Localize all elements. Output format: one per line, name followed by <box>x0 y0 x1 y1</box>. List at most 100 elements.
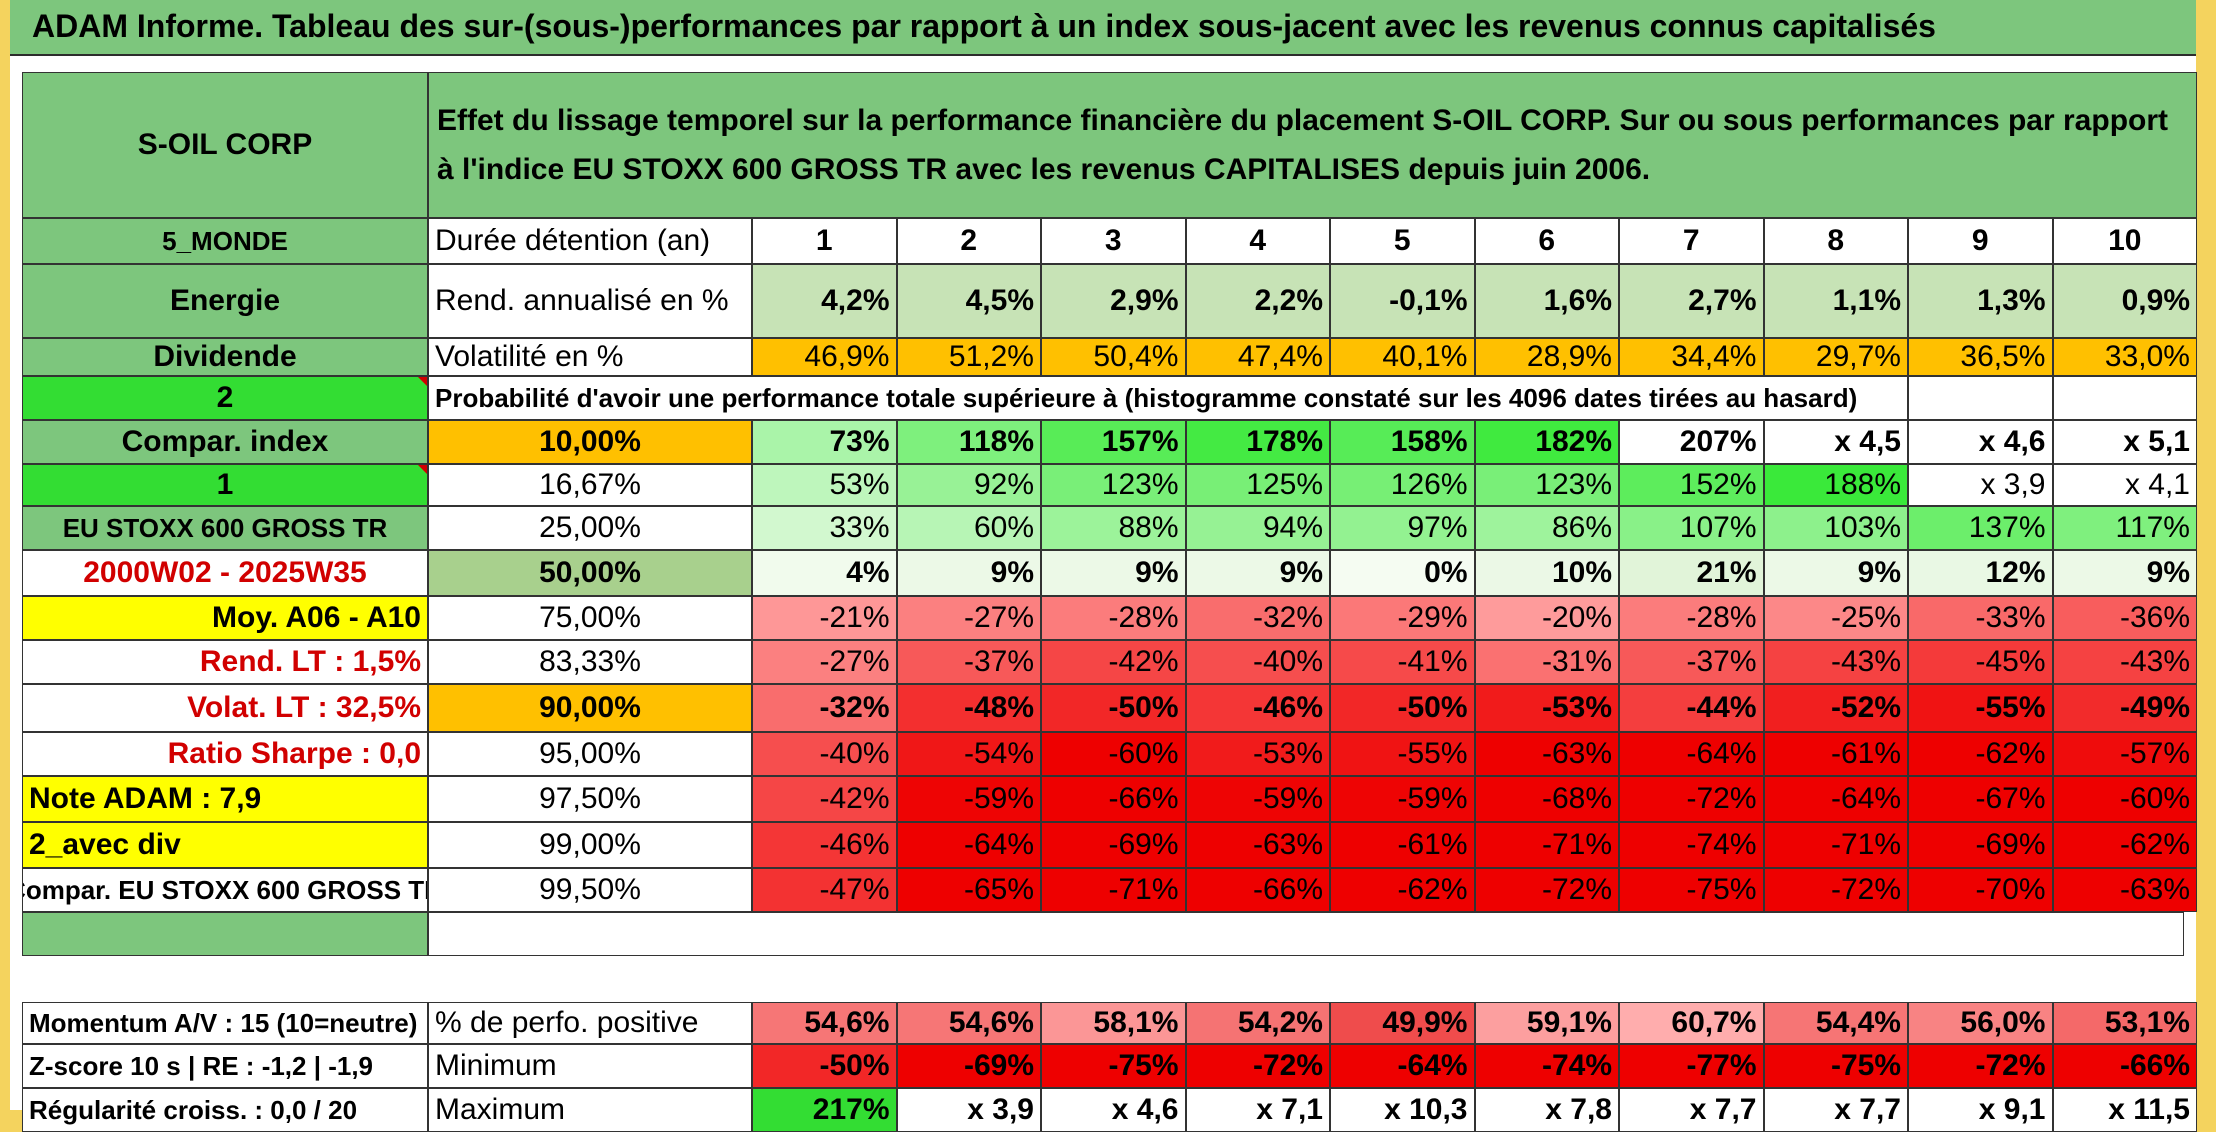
percentile-value: -40% <box>1185 640 1330 684</box>
year-header: 3 <box>1041 218 1186 264</box>
positive-value-text: 60,7% <box>1671 1006 1757 1039</box>
percentile-value-text: 86% <box>1551 511 1612 544</box>
side-rend-lt: Rend. LT : 1,5% <box>22 640 428 684</box>
percentile-value: -72% <box>1474 868 1619 912</box>
positive-value: 53,1% <box>2052 1002 2197 1044</box>
percentile-value: 126% <box>1330 464 1475 506</box>
rend-value-text: 4,2% <box>821 284 890 317</box>
percentile-value: -33% <box>1908 596 2053 640</box>
percentile-value: 21% <box>1619 550 1764 596</box>
percentile-value: -66% <box>1041 776 1186 822</box>
maximum-value: x 11,5 <box>2052 1088 2197 1132</box>
positive-value-text: 54,4% <box>1815 1006 1901 1039</box>
side-region-text: 5_MONDE <box>162 225 288 256</box>
percentile-value-text: -66% <box>1252 873 1323 906</box>
percentile-value: -55% <box>1330 732 1475 776</box>
rend-label-text: Rend. annualisé en % <box>435 284 729 317</box>
percentile-value: 92% <box>896 464 1041 506</box>
vol-value-text: 50,4% <box>1093 340 1179 373</box>
percentile-value-text: -21% <box>819 601 890 634</box>
percentile-value: 157% <box>1041 420 1186 464</box>
percentile-value: 12% <box>1908 550 2053 596</box>
percentile-value: -48% <box>896 684 1041 732</box>
percentile-value-text: -59% <box>1397 782 1468 815</box>
percentile-value: -54% <box>896 732 1041 776</box>
percentile-label-text: 10,00% <box>539 425 641 458</box>
side-blank <box>22 912 428 956</box>
side-sharpe-text: Ratio Sharpe : 0,0 <box>167 737 421 770</box>
percentile-value-text: -40% <box>819 737 890 770</box>
side-sharpe: Ratio Sharpe : 0,0 <box>22 732 428 776</box>
percentile-value: x 3,9 <box>1908 464 2053 506</box>
percentile-value: -71% <box>1763 822 1908 868</box>
side-company: S-OIL CORP <box>22 72 428 218</box>
positive-value-text: 54,6% <box>948 1006 1034 1039</box>
positive-value: 54,6% <box>752 1002 897 1044</box>
year-header: 10 <box>2052 218 2197 264</box>
percentile-value-text: -61% <box>1830 737 1901 770</box>
percentile-value-text: -42% <box>1108 645 1179 678</box>
percentile-value: -43% <box>2052 640 2197 684</box>
positive-value: 59,1% <box>1474 1002 1619 1044</box>
percentile-value: -72% <box>1763 868 1908 912</box>
maximum-label-text: Maximum <box>435 1093 566 1126</box>
rend-value-text: 4,5% <box>965 284 1034 317</box>
year-header: 8 <box>1763 218 1908 264</box>
percentile-value-text: 4% <box>846 556 890 589</box>
vol-value: 36,5% <box>1908 338 2053 376</box>
vol-value: 51,2% <box>896 338 1041 376</box>
positive-value-text: 56,0% <box>1960 1006 2046 1039</box>
percentile-value: -62% <box>1908 732 2053 776</box>
percentile-value-text: 94% <box>1262 511 1323 544</box>
percentile-value: -64% <box>896 822 1041 868</box>
maximum-value-text: x 3,9 <box>967 1093 1034 1126</box>
percentile-value-text: -41% <box>1397 645 1468 678</box>
rend-value: 2,7% <box>1619 264 1764 338</box>
maximum-value-text: x 7,7 <box>1834 1093 1901 1126</box>
percentile-value-text: -65% <box>963 873 1034 906</box>
percentile-value: -32% <box>752 684 897 732</box>
percentile-label-text: 90,00% <box>539 691 641 724</box>
positive-value: 54,6% <box>896 1002 1041 1044</box>
maximum-value-text: x 9,1 <box>1978 1093 2046 1126</box>
year-header-text: 7 <box>1682 224 1700 257</box>
percentile-value-text: -67% <box>1975 782 2046 815</box>
rend-value-text: 2,9% <box>1110 284 1179 317</box>
percentile-value-text: 107% <box>1679 511 1757 544</box>
percentile-value-text: -75% <box>1686 873 1757 906</box>
percentile-value: -49% <box>2052 684 2197 732</box>
positive-value: 54,4% <box>1763 1002 1908 1044</box>
percentile-value-text: -43% <box>2119 645 2190 678</box>
vol-value-text: 51,2% <box>948 340 1034 373</box>
percentile-value-text: -32% <box>1252 601 1323 634</box>
percentile-value-text: -32% <box>819 691 890 724</box>
report-title-bar: ADAM Informe. Tableau des sur-(sous-)per… <box>10 0 2196 56</box>
percentile-value-text: -44% <box>1686 691 1757 724</box>
percentile-value: x 4,5 <box>1763 420 1908 464</box>
year-header-text: 6 <box>1538 224 1556 257</box>
side-rend-lt-text: Rend. LT : 1,5% <box>199 645 421 678</box>
percentile-value: 88% <box>1041 506 1186 550</box>
percentile-value-text: -60% <box>1108 737 1179 770</box>
percentile-value: -28% <box>1619 596 1764 640</box>
percentile-value: -59% <box>1330 776 1475 822</box>
percentile-value-text: -53% <box>1252 737 1323 770</box>
maximum-label: Maximum <box>428 1088 752 1132</box>
percentile-value: -59% <box>1185 776 1330 822</box>
percentile-value: -64% <box>1763 776 1908 822</box>
percentile-value: -59% <box>896 776 1041 822</box>
probability-label-text: Probabilité d'avoir une performance tota… <box>435 382 1858 413</box>
blank-row <box>428 912 2184 956</box>
rend-value-text: 1,6% <box>1543 284 1612 317</box>
percentile-value-text: 10% <box>1551 556 1612 589</box>
percentile-value: -50% <box>1041 684 1186 732</box>
side-moy-text: Moy. A06 - A10 <box>212 601 421 634</box>
maximum-value-text: x 11,5 <box>2108 1093 2190 1126</box>
rend-value: 1,1% <box>1763 264 1908 338</box>
percentile-label-text: 75,00% <box>539 601 641 634</box>
percentile-value: 86% <box>1474 506 1619 550</box>
side-compar-index-text: Compar. index <box>121 425 329 458</box>
percentile-value-text: -55% <box>1975 691 2046 724</box>
percentile-value-text: 9% <box>1857 556 1901 589</box>
vol-value: 33,0% <box>2052 338 2197 376</box>
